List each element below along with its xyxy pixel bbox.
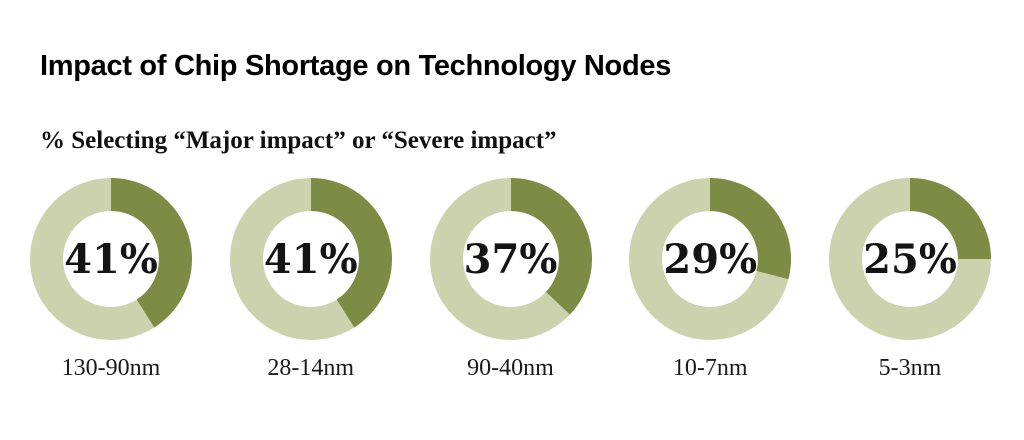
donut-ring <box>829 178 991 340</box>
donut-ring <box>30 178 192 340</box>
donut-chart: 29% 10-7nm <box>629 178 792 382</box>
donut-category-label: 5-3nm <box>878 355 942 381</box>
donut-ring-wrap: 29% <box>629 178 792 340</box>
donut-ring <box>429 178 592 340</box>
donut-filled-segment <box>429 178 592 340</box>
donut-ring <box>629 178 792 340</box>
donut-ring-wrap: 25% <box>829 178 991 340</box>
donut-ring-wrap: 37% <box>429 178 592 340</box>
donut-charts: 41% 130-90nm 41% 28-14nm 37% 90-40nm 29% 10-7nm… <box>0 178 1024 382</box>
donut-ring-wrap: 41% <box>229 178 392 340</box>
donut-chart: 37% 90-40nm <box>429 178 592 382</box>
donut-ring <box>229 178 392 340</box>
donut-chart: 41% 28-14nm <box>229 178 392 382</box>
donut-filled-segment <box>30 178 192 340</box>
donut-filled-segment <box>229 178 392 340</box>
donut-category-label: 90-40nm <box>467 355 554 381</box>
chart-subtitle: % Selecting “Major impact” or “Severe im… <box>40 127 557 154</box>
donut-ring-wrap: 41% <box>30 178 192 340</box>
donut-filled-segment <box>629 178 792 340</box>
donut-chart: 25% 5-3nm <box>829 178 991 382</box>
donut-category-label: 10-7nm <box>672 355 748 381</box>
chart-title: Impact of Chip Shortage on Technology No… <box>40 50 672 82</box>
donut-filled-segment <box>829 178 991 340</box>
donut-category-label: 130-90nm <box>61 355 161 381</box>
donut-chart: 41% 130-90nm <box>30 178 192 382</box>
donut-category-label: 28-14nm <box>267 355 355 381</box>
